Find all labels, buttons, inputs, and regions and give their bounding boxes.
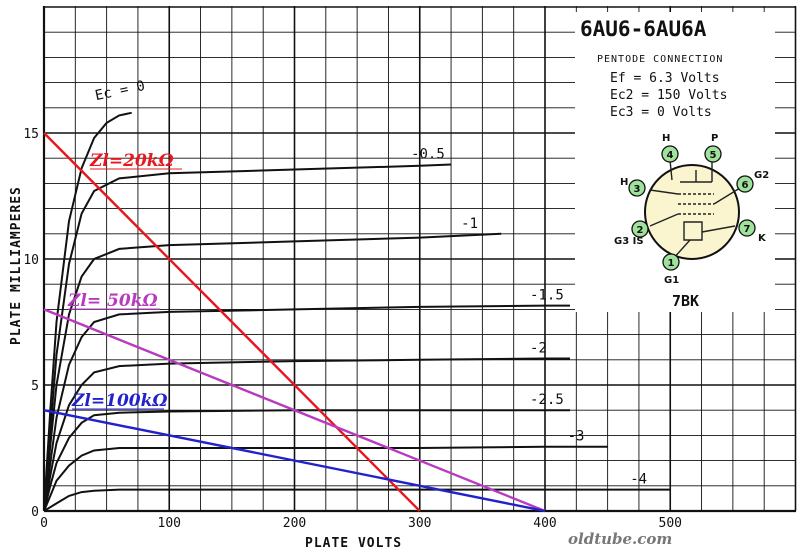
watermark: oldtube.com: [568, 530, 672, 548]
pin-number: 4: [667, 150, 674, 161]
curve-label: -2: [530, 341, 547, 357]
condition-screen: Ec2 = 150 Volts: [610, 88, 727, 103]
plate-curve: [43, 163, 452, 512]
pin-circle: [738, 219, 756, 237]
pin-circle: [662, 253, 680, 271]
pin-name: G2: [754, 170, 769, 181]
pin-circle: [628, 179, 646, 197]
axis-ticks: 0 100 200 300 400 500 0 5 10 15: [23, 127, 682, 531]
curve-label: -4: [630, 472, 647, 488]
curve-label: -1: [461, 216, 478, 232]
pin-circle: [736, 175, 754, 193]
chart-title: 6AU6-6AU6A: [580, 17, 707, 41]
plate-curve: [43, 304, 570, 512]
info-panel: 6AU6-6AU6A PENTODE CONNECTION Ef = 6.3 V…: [575, 12, 775, 312]
y-tick-label: 10: [23, 253, 39, 268]
load-line-label: Zl=100kΩ: [71, 391, 168, 411]
pin-name: H: [662, 133, 670, 144]
plate-curve: [43, 232, 502, 512]
x-axis-label: PLATE VOLTS: [305, 536, 402, 551]
pin-name: H: [620, 177, 628, 188]
load-lines: Zl=20kΩ Zl= 50kΩ Zl=100kΩ: [43, 132, 546, 513]
x-tick-label: 400: [533, 516, 556, 531]
condition-suppressor: Ec3 = 0 Volts: [610, 105, 712, 120]
pin-name: G1: [664, 275, 679, 286]
plate-curve: [43, 357, 570, 512]
y-axis-label: PLATE MILLIAMPERES: [9, 186, 24, 345]
curve-label: -2.5: [530, 392, 564, 408]
pin-circle: [631, 220, 649, 238]
plate-curve: [43, 111, 132, 512]
plate-curve: [43, 488, 671, 512]
pin-circle: [661, 145, 679, 163]
load-line-label: Zl= 50kΩ: [67, 291, 158, 311]
curve-label: -0.5: [411, 147, 445, 163]
y-tick-label: 15: [23, 127, 39, 142]
pin-number: 5: [710, 150, 717, 161]
curve-label: -1.5: [530, 288, 564, 304]
pin-name: G3 IS: [614, 236, 644, 247]
pin-number: 6: [742, 180, 749, 191]
plate-curve: [43, 445, 608, 512]
chart-subtitle: PENTODE CONNECTION: [597, 54, 723, 65]
pin-number: 1: [668, 258, 675, 269]
base-code: 7BK: [672, 292, 699, 310]
plate-curves: Ec = 0 -0.5 -1 -1.5 -2 -2.5 -3 -4: [43, 78, 671, 512]
pin-number: 2: [637, 225, 644, 236]
plate-curve: [43, 409, 570, 512]
load-line-label: Zl=20kΩ: [89, 151, 174, 171]
pin-number: 3: [634, 184, 641, 195]
condition-filament: Ef = 6.3 Volts: [610, 71, 720, 86]
pin-name: K: [758, 233, 767, 244]
y-tick-label: 5: [31, 379, 39, 394]
x-tick-label: 200: [283, 516, 306, 531]
x-tick-label: 0: [40, 516, 48, 531]
pin-circle: [704, 145, 722, 163]
y-tick-label: 0: [31, 505, 39, 520]
x-tick-label: 500: [659, 516, 682, 531]
pin-name: P: [711, 133, 718, 144]
load-line: [43, 308, 546, 513]
load-line: [43, 132, 421, 512]
load-line: [43, 409, 546, 513]
electrode-sketch-icon: [649, 159, 741, 261]
x-tick-label: 300: [408, 516, 431, 531]
curve-label: Ec = 0: [94, 78, 147, 104]
curve-label: -3: [568, 429, 585, 445]
pin-number: 7: [744, 224, 751, 235]
x-tick-label: 100: [158, 516, 181, 531]
